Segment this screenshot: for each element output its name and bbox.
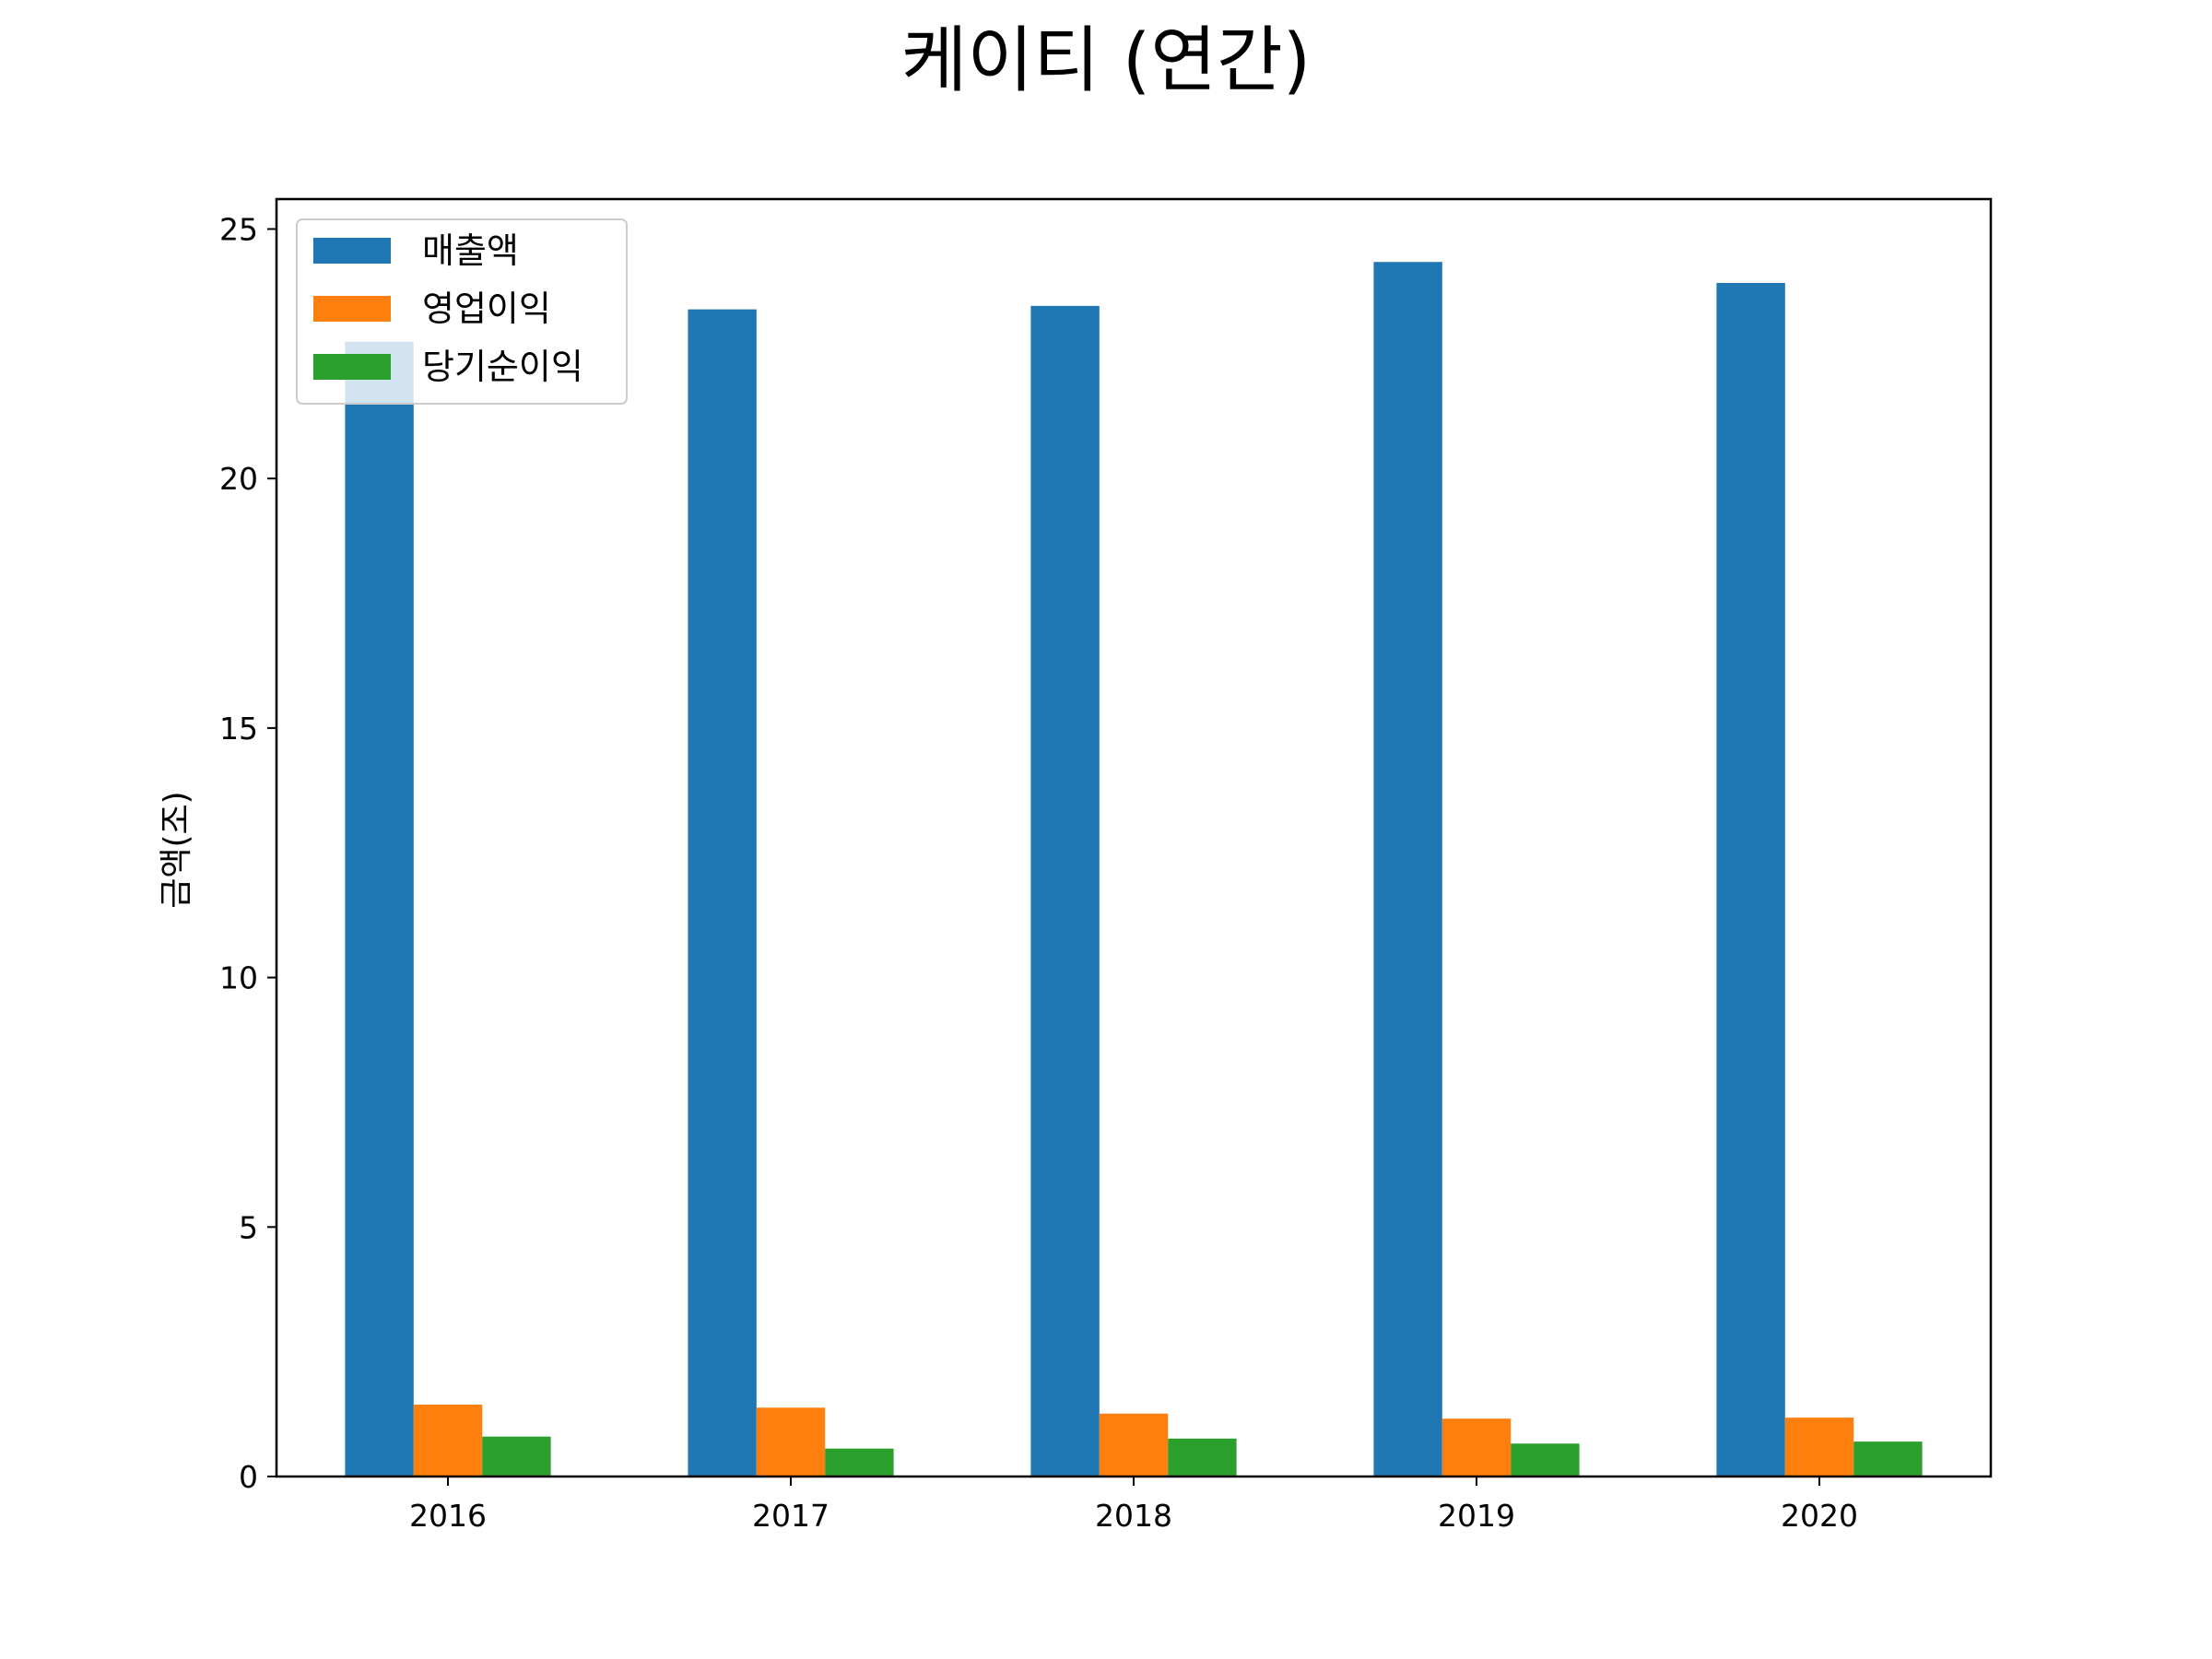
legend-label: 당기순이익 xyxy=(422,347,583,387)
bar-매출액-2020 xyxy=(1716,282,1785,1477)
y-axis-label: 금액(조) xyxy=(158,791,195,908)
x-tick-label: 2016 xyxy=(409,1498,487,1534)
y-tick-label: 5 xyxy=(239,1209,258,1245)
bar-매출액-2016 xyxy=(345,341,414,1477)
x-axis-ticks: 2016 2017 2018 2019 2020 xyxy=(409,1477,1858,1534)
bar-영업이익-2018 xyxy=(1099,1413,1169,1477)
x-tick-label: 2020 xyxy=(1781,1498,1858,1534)
y-tick-label: 15 xyxy=(219,711,258,747)
bar-당기순이익-2019 xyxy=(1511,1443,1580,1477)
bar-영업이익-2019 xyxy=(1441,1418,1512,1477)
bar-당기순이익-2017 xyxy=(825,1448,894,1477)
legend-label: 영업이익 xyxy=(422,288,551,329)
bar-매출액-2017 xyxy=(688,309,757,1477)
legend-swatch xyxy=(313,238,391,264)
bar-매출액-2019 xyxy=(1373,262,1442,1477)
bar-영업이익-2016 xyxy=(413,1405,483,1477)
y-tick-label: 10 xyxy=(219,960,258,996)
chart-title: 케이티 (연간) xyxy=(901,19,1311,102)
bars-group xyxy=(345,262,1923,1477)
x-tick-label: 2019 xyxy=(1438,1498,1515,1534)
legend-swatch xyxy=(313,296,391,322)
legend-label: 매출액 xyxy=(422,230,519,271)
bar-당기순이익-2016 xyxy=(482,1436,551,1477)
y-tick-label: 25 xyxy=(219,211,258,247)
y-tick-label: 0 xyxy=(239,1459,258,1495)
bar-매출액-2018 xyxy=(1030,305,1100,1477)
x-tick-label: 2018 xyxy=(1095,1498,1172,1534)
legend-swatch xyxy=(313,354,391,380)
y-axis-ticks: 0 5 10 15 20 25 xyxy=(219,211,276,1495)
bar-영업이익-2020 xyxy=(1784,1418,1854,1477)
plot-area-frame xyxy=(275,197,1993,1478)
bar-당기순이익-2018 xyxy=(1168,1438,1237,1477)
x-tick-label: 2017 xyxy=(752,1498,830,1534)
y-tick-label: 20 xyxy=(219,461,258,497)
bar-영업이익-2017 xyxy=(756,1407,826,1477)
bar-당기순이익-2020 xyxy=(1853,1441,1923,1477)
